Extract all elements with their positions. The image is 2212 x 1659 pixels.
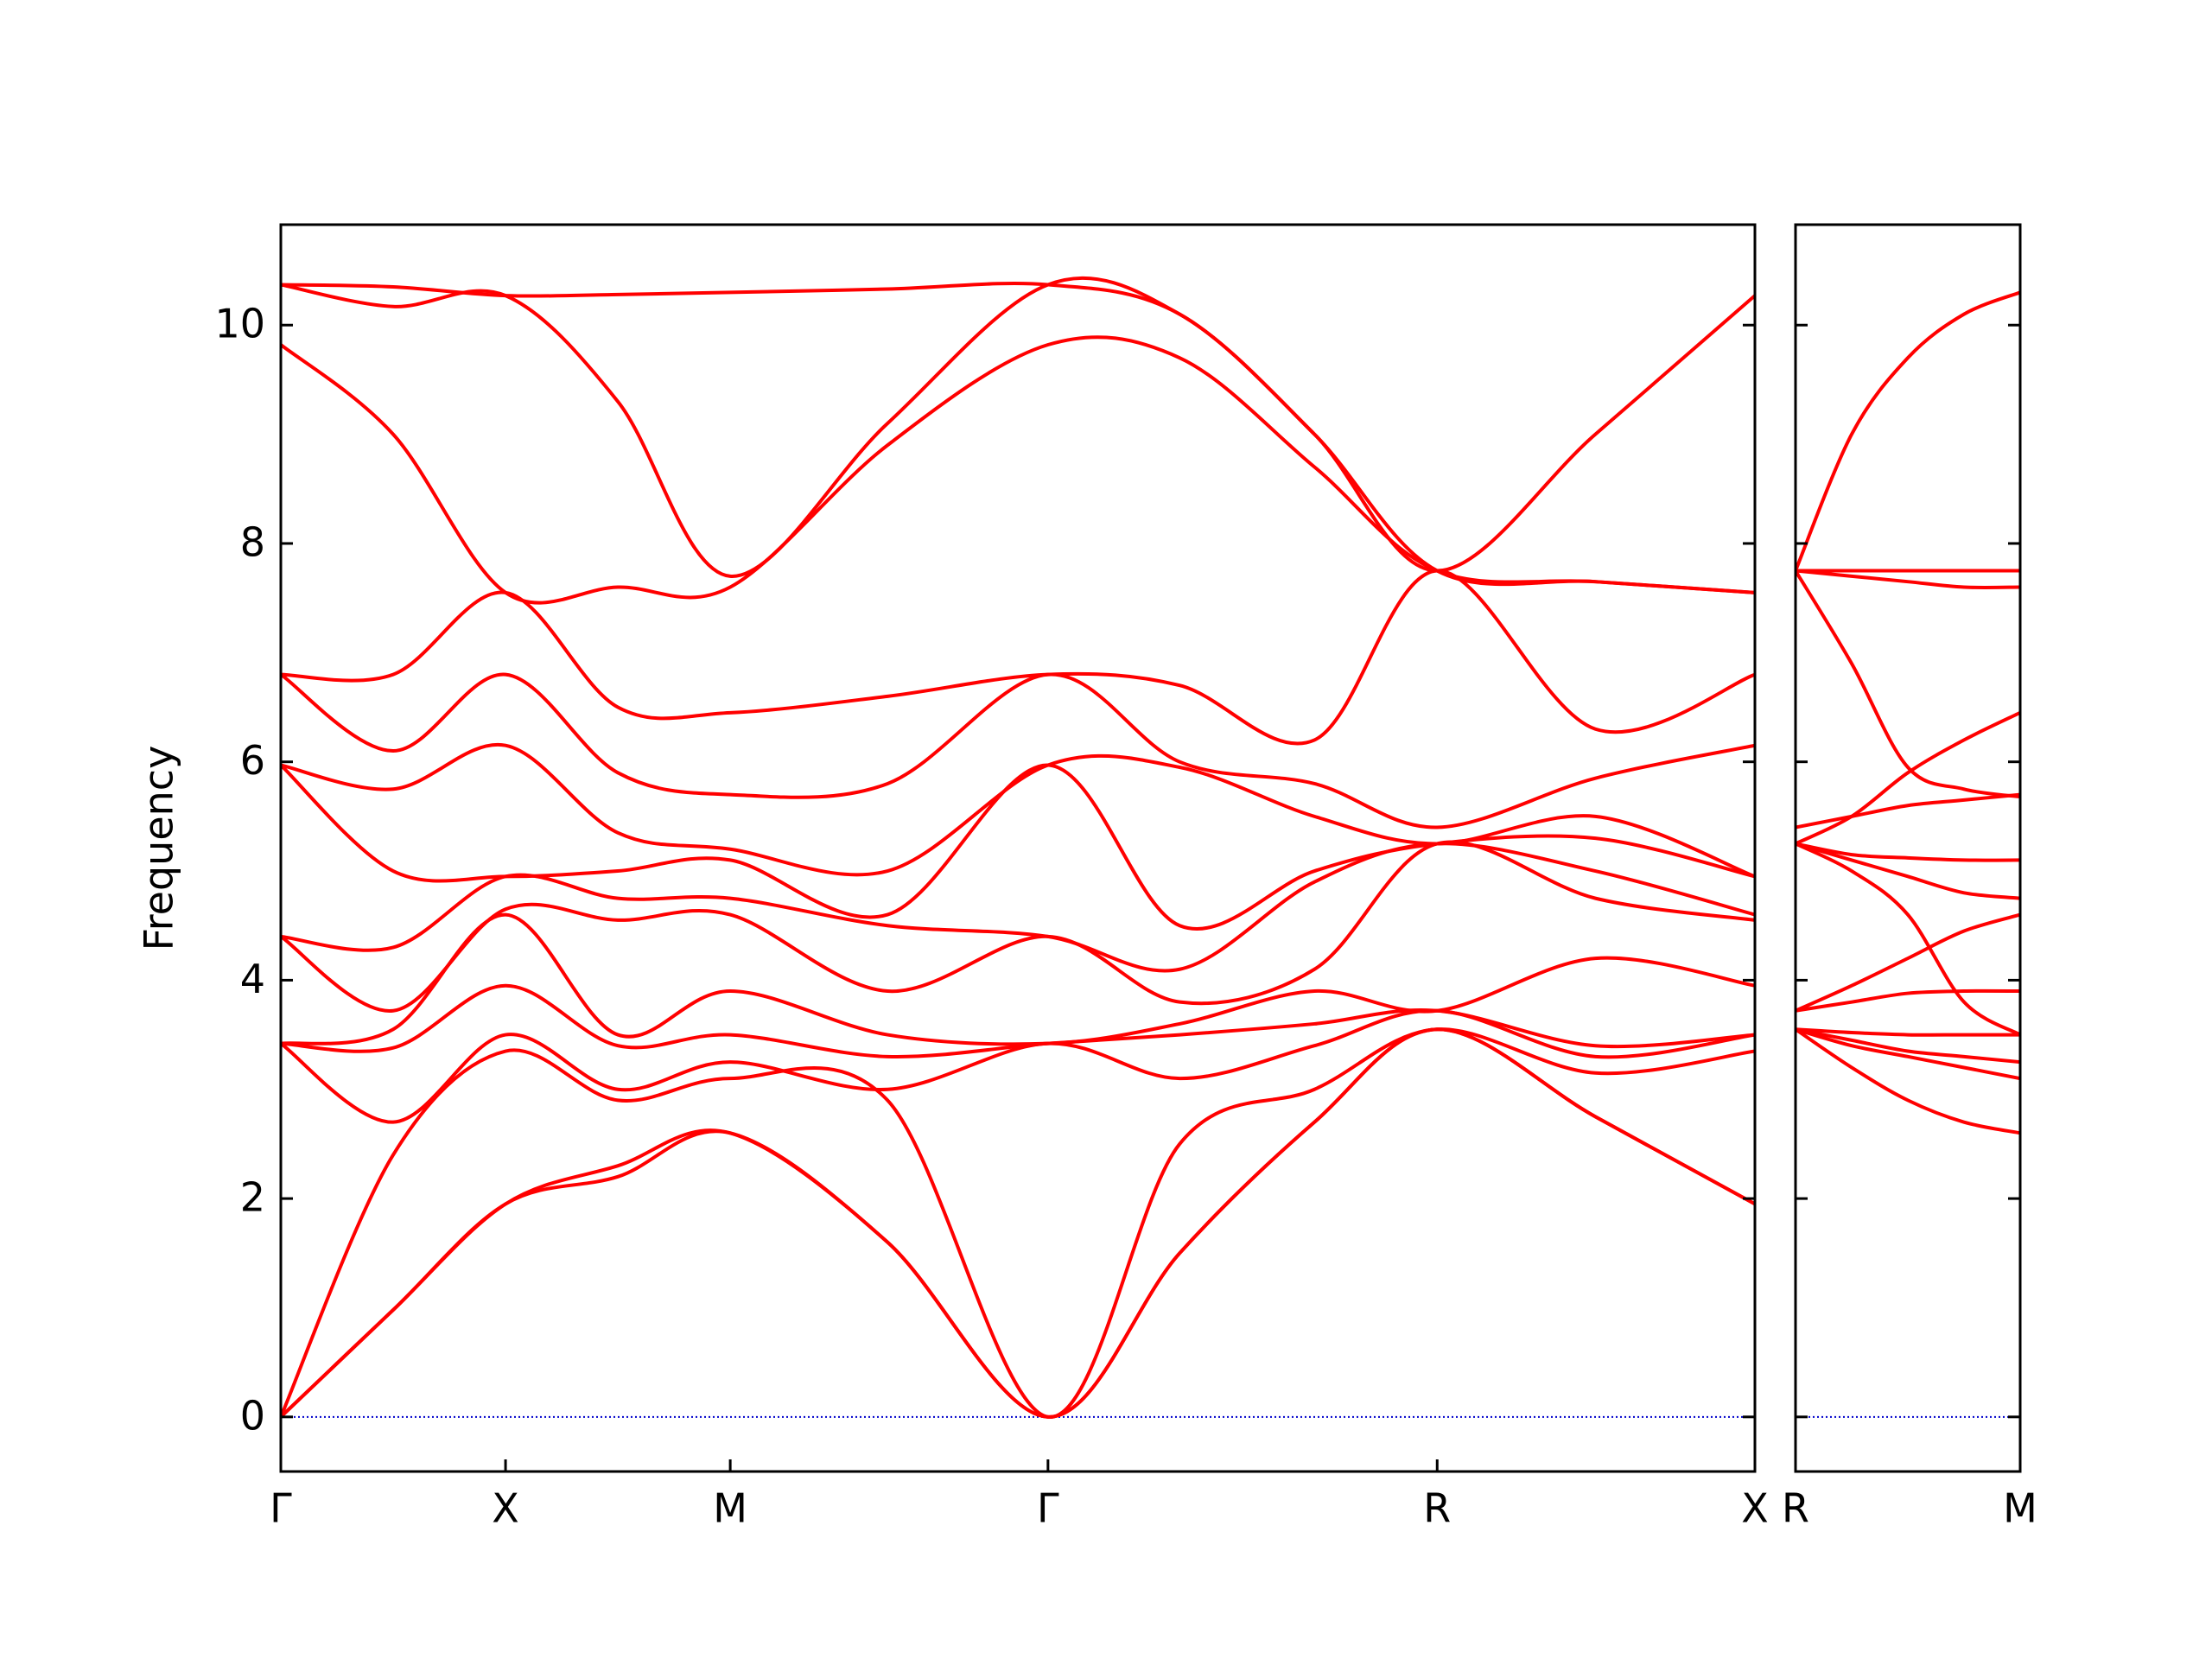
band-line bbox=[1796, 792, 2020, 830]
x-tick-label: M bbox=[713, 1485, 747, 1532]
band-line bbox=[1796, 842, 2020, 1037]
y-tick-label: 4 bbox=[240, 956, 265, 1002]
band-line bbox=[281, 912, 1755, 1046]
band-line bbox=[281, 1027, 1755, 1419]
y-tick-label: 8 bbox=[240, 518, 265, 565]
band-line bbox=[281, 1027, 1755, 1419]
x-tick-label: M bbox=[2003, 1485, 2037, 1532]
band-line bbox=[1796, 1027, 2020, 1037]
x-tick-label: Γ bbox=[270, 1485, 292, 1532]
band-line bbox=[1796, 711, 2020, 846]
band-line bbox=[1796, 842, 2020, 862]
plot-frame bbox=[1794, 223, 2022, 1473]
x-tick-label: Γ bbox=[1037, 1485, 1059, 1532]
band-line bbox=[281, 276, 1755, 594]
band-line bbox=[1796, 569, 2020, 799]
x-tick-label: X bbox=[1741, 1485, 1769, 1532]
band-line bbox=[1796, 912, 2020, 1013]
y-axis-label: Frequency bbox=[136, 746, 182, 951]
x-tick-label: R bbox=[1782, 1485, 1809, 1532]
band-line bbox=[1796, 988, 2020, 1013]
band-line bbox=[281, 1027, 1755, 1419]
band-line bbox=[281, 1008, 1755, 1124]
plot-frame bbox=[279, 223, 1757, 1473]
band-line bbox=[1796, 1027, 2020, 1135]
y-tick-label: 2 bbox=[240, 1174, 265, 1221]
band-line bbox=[281, 569, 1755, 746]
band-line bbox=[1796, 842, 2020, 900]
y-tick-label: 0 bbox=[240, 1392, 265, 1439]
band-line bbox=[1796, 569, 2020, 589]
band-line bbox=[281, 672, 1755, 830]
band-line bbox=[1796, 1027, 2020, 1081]
band-line bbox=[1796, 290, 2020, 572]
band-line bbox=[281, 763, 1755, 931]
y-tick-label: 10 bbox=[214, 301, 265, 347]
x-tick-label: R bbox=[1423, 1485, 1451, 1532]
y-tick-label: 6 bbox=[240, 737, 265, 784]
band-line bbox=[281, 335, 1755, 605]
band-line bbox=[281, 742, 1755, 879]
x-tick-label: X bbox=[492, 1485, 519, 1532]
band-line bbox=[281, 842, 1755, 973]
band-line bbox=[281, 282, 1755, 573]
band-line bbox=[1796, 1027, 2020, 1065]
band-line bbox=[281, 983, 1755, 1058]
